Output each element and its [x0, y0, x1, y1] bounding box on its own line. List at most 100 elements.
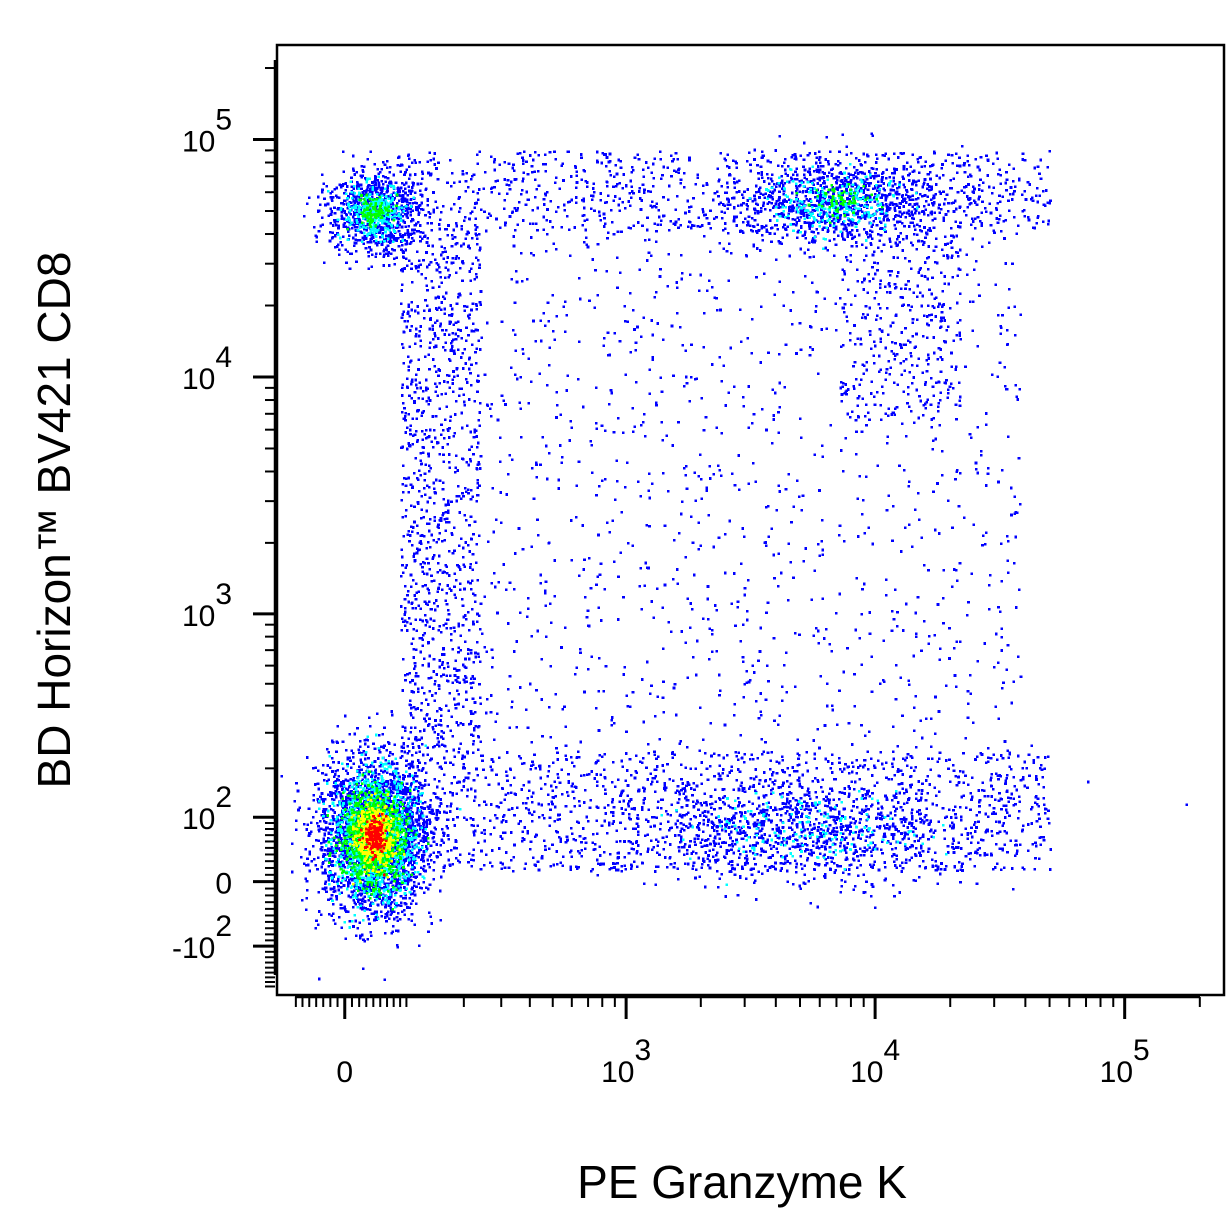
- event-dot: [403, 406, 406, 410]
- event-dot: [455, 495, 459, 498]
- event-dot: [978, 853, 982, 857]
- event-dot: [733, 714, 736, 717]
- event-dot: [468, 629, 471, 632]
- event-dot: [929, 768, 933, 772]
- event-dot: [566, 150, 569, 153]
- event-dot: [879, 279, 883, 283]
- event-dot: [612, 805, 616, 809]
- event-dot: [696, 173, 699, 176]
- event-dot: [973, 864, 977, 868]
- event-dot: [895, 858, 899, 861]
- event-dot: [411, 763, 414, 766]
- event-dot: [992, 753, 995, 757]
- event-dot: [403, 320, 406, 323]
- event-dot: [498, 163, 502, 166]
- event-dot: [620, 869, 623, 873]
- event-dot: [446, 381, 449, 384]
- event-dot: [427, 664, 431, 668]
- event-dot: [865, 835, 869, 839]
- event-dot: [750, 753, 753, 757]
- event-dot: [633, 328, 636, 331]
- event-dot: [425, 484, 429, 488]
- event-dot: [727, 862, 731, 865]
- event-dot: [563, 330, 567, 334]
- event-dot: [964, 774, 967, 778]
- event-dot: [641, 183, 645, 187]
- event-dot: [616, 479, 619, 483]
- event-dot: [893, 407, 897, 411]
- event-dot: [781, 759, 784, 762]
- event-dot: [711, 363, 714, 366]
- event-dot: [431, 244, 434, 248]
- event-dot: [652, 177, 655, 180]
- event-dot: [540, 698, 544, 701]
- event-dot: [994, 820, 998, 823]
- event-dot: [739, 562, 743, 566]
- event-dot: [469, 816, 472, 820]
- event-dot: [708, 464, 711, 468]
- event-dot: [544, 845, 547, 848]
- event-dot: [735, 778, 738, 782]
- event-dot: [750, 421, 754, 425]
- event-dot: [406, 593, 409, 597]
- event-dot: [689, 818, 692, 821]
- event-dot: [676, 785, 680, 788]
- event-dot: [442, 570, 446, 573]
- event-dot: [452, 338, 455, 342]
- event-dot: [632, 308, 635, 312]
- event-dot: [961, 862, 964, 866]
- event-dot: [983, 851, 986, 855]
- event-dot: [476, 441, 480, 445]
- event-dot: [849, 231, 852, 234]
- event-dot: [419, 827, 422, 831]
- event-dot: [513, 792, 516, 795]
- event-dot: [623, 485, 627, 489]
- event-dot: [458, 511, 461, 514]
- event-dot: [984, 542, 987, 546]
- event-dot: [411, 526, 415, 529]
- event-dot: [509, 784, 513, 787]
- event-dot: [1006, 539, 1010, 543]
- event-dot: [417, 264, 421, 267]
- event-dot: [820, 328, 823, 331]
- event-dot: [860, 430, 864, 434]
- event-dot: [438, 665, 442, 669]
- event-dot: [874, 217, 878, 220]
- event-dot: [438, 531, 442, 535]
- event-dot: [401, 783, 405, 787]
- event-dot: [406, 533, 410, 537]
- event-dot: [410, 380, 414, 383]
- event-dot: [930, 377, 933, 380]
- event-dot: [865, 232, 869, 236]
- event-dot: [465, 305, 469, 308]
- event-dot: [876, 464, 879, 468]
- event-dot: [885, 508, 889, 512]
- event-dot: [413, 391, 417, 394]
- event-dot: [672, 374, 675, 377]
- event-dot: [477, 198, 480, 202]
- event-dot: [474, 232, 478, 235]
- event-dot: [893, 169, 897, 172]
- event-dot: [861, 179, 865, 182]
- event-dot: [749, 678, 752, 682]
- event-dot: [506, 779, 509, 782]
- event-dot: [438, 624, 442, 628]
- event-dot: [729, 346, 733, 350]
- event-dot: [867, 272, 870, 276]
- event-dot: [403, 624, 407, 628]
- event-dot: [690, 205, 693, 208]
- event-dot: [663, 524, 667, 527]
- event-dot: [428, 263, 431, 266]
- event-dot: [912, 654, 915, 658]
- event-dot: [535, 689, 538, 692]
- event-dot: [407, 365, 410, 368]
- event-dot: [643, 789, 646, 793]
- event-dot: [705, 767, 709, 770]
- event-dot: [895, 352, 899, 356]
- event-dot: [733, 186, 737, 189]
- event-dot: [726, 186, 730, 189]
- event-dot: [931, 448, 935, 451]
- event-dot: [653, 753, 657, 757]
- event-dot: [478, 424, 481, 428]
- event-dot: [891, 321, 895, 324]
